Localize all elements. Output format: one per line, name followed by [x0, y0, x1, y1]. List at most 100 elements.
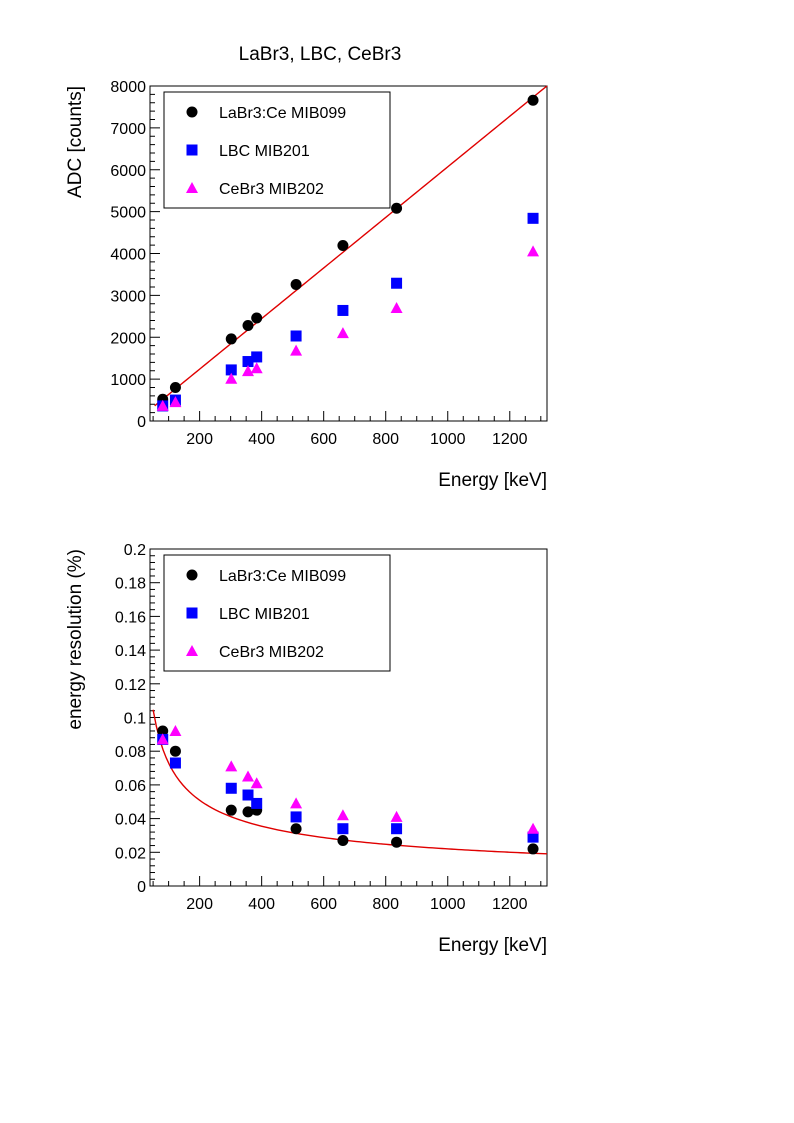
y-tick-label: 0.2 [124, 542, 146, 559]
data-point-triangle [156, 733, 169, 745]
data-point-triangle [527, 822, 540, 834]
data-point-triangle [225, 760, 238, 772]
data-point-square [527, 212, 539, 224]
data-point-triangle [527, 245, 540, 257]
data-point-circle [242, 320, 254, 332]
y-axis-title: energy resolution (%) [65, 549, 86, 730]
y-tick-label: 0.16 [115, 609, 146, 626]
data-point-square [251, 351, 263, 363]
y-tick-label: 0.14 [115, 643, 146, 660]
data-point-circle [225, 333, 237, 345]
y-tick-label: 0 [137, 414, 146, 431]
data-point-triangle [169, 396, 182, 408]
data-point-circle [391, 836, 403, 848]
data-point-triangle [336, 327, 349, 339]
data-point-circle [242, 806, 254, 818]
data-point-square [242, 789, 254, 801]
legend-label: LaBr3:Ce MIB099 [219, 105, 346, 122]
data-point-circle [391, 202, 403, 214]
y-tick-label: 8000 [110, 79, 146, 96]
data-point-triangle [250, 362, 263, 374]
x-tick-label: 400 [248, 896, 275, 913]
y-tick-label: 6000 [110, 163, 146, 180]
data-point-triangle [242, 770, 255, 782]
data-point-square [290, 330, 302, 342]
data-point-triangle [225, 372, 238, 384]
data-point-circle [290, 278, 302, 290]
x-tick-label: 600 [310, 896, 337, 913]
data-point-square [169, 757, 181, 769]
x-tick-label: 1200 [492, 431, 528, 448]
x-tick-label: 1000 [430, 896, 466, 913]
data-point-circle [169, 745, 181, 757]
y-tick-label: 2000 [110, 330, 146, 347]
legend-label: LBC MIB201 [219, 143, 310, 160]
data-point-square [225, 364, 237, 376]
x-tick-label: 400 [248, 431, 275, 448]
y-tick-label: 0.04 [115, 812, 146, 829]
legend-marker-circle [186, 569, 198, 581]
x-axis-title: Energy [keV] [438, 935, 547, 956]
data-point-triangle [250, 777, 263, 789]
data-point-square [337, 823, 349, 835]
data-point-triangle [390, 810, 403, 822]
legend-box [163, 91, 391, 209]
y-tick-label: 0.12 [115, 677, 146, 694]
data-point-circle [527, 94, 539, 106]
data-point-square [391, 277, 403, 289]
legend-label: CeBr3 MIB202 [219, 181, 324, 198]
adc-chart: 200 400 600 800 1000 1200 0 1000 2000 3000 4000 500… [65, 79, 548, 491]
y-tick-label: 0.06 [115, 778, 146, 795]
y-tick-label: 0 [137, 879, 146, 896]
y-tick-label: 0.08 [115, 744, 146, 761]
data-point-square [290, 811, 302, 823]
y-axis-title: ADC [counts] [65, 86, 86, 198]
data-point-circle [225, 804, 237, 816]
y-tick-label: 3000 [110, 288, 146, 305]
data-point-circle [169, 382, 181, 393]
data-point-square [225, 782, 237, 794]
data-point-square [527, 831, 539, 843]
data-point-circle [337, 835, 349, 847]
y-tick-label: 5000 [110, 205, 146, 222]
x-tick-label: 800 [372, 896, 399, 913]
data-point-circle [251, 312, 263, 324]
y-tick-label: 1000 [110, 372, 146, 389]
data-point-triangle [290, 344, 303, 356]
x-tick-label: 200 [186, 431, 213, 448]
data-point-square [251, 797, 263, 809]
y-tick-label: 0.1 [124, 711, 146, 728]
data-point-square [242, 356, 254, 368]
y-tick-label: 0.18 [115, 576, 146, 593]
legend-marker-square [186, 607, 198, 619]
data-point-triangle [336, 809, 349, 821]
x-tick-label: 200 [186, 896, 213, 913]
fit-curve [152, 709, 548, 855]
data-point-circle [527, 843, 539, 855]
data-point-triangle [390, 301, 403, 313]
y-tick-label: 4000 [110, 247, 146, 264]
fit-curve [154, 85, 548, 407]
data-point-triangle [290, 797, 303, 809]
data-point-triangle [156, 399, 169, 411]
data-point-square [391, 823, 403, 835]
y-tick-label: 0.02 [115, 845, 146, 862]
x-tick-label: 600 [310, 431, 337, 448]
data-point-square [337, 304, 349, 316]
x-tick-label: 800 [372, 431, 399, 448]
legend-label: CeBr3 MIB202 [219, 644, 324, 661]
legend-marker-circle [186, 106, 198, 118]
legend-marker-triangle [186, 645, 198, 656]
resolution-chart: 200 400 600 800 1000 1200 0 0.02 0.04 0.06 0.08 0.1… [65, 542, 548, 956]
legend-label: LaBr3:Ce MIB099 [219, 568, 346, 585]
x-axis-title: Energy [keV] [438, 470, 547, 491]
data-point-triangle [169, 724, 182, 736]
page-title: LaBr3, LBC, CeBr3 [238, 44, 402, 65]
legend-label: LBC MIB201 [219, 606, 310, 623]
x-tick-label: 1200 [492, 896, 528, 913]
legend-marker-square [186, 144, 198, 156]
data-point-triangle [242, 365, 255, 377]
y-tick-label: 7000 [110, 121, 146, 138]
data-point-circle [157, 725, 169, 737]
